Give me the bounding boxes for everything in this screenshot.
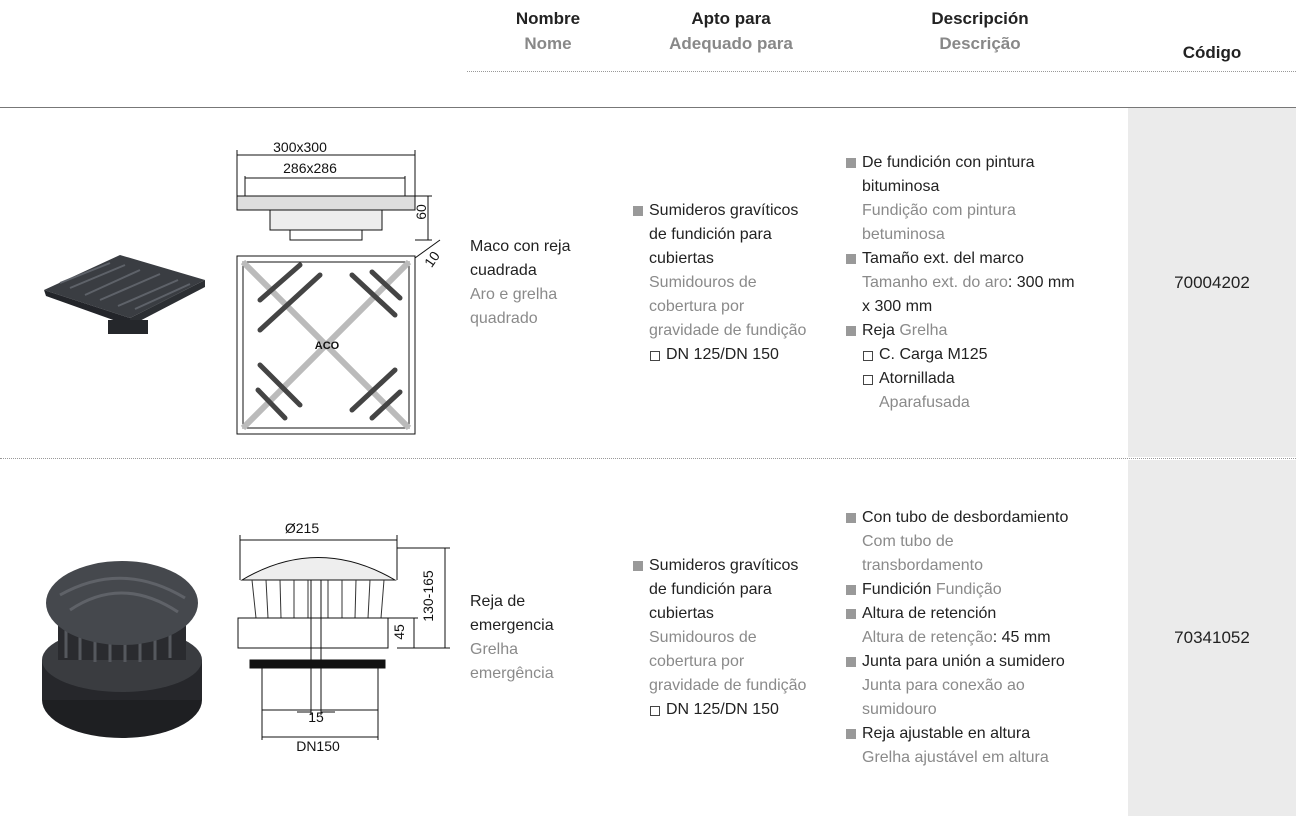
description-pt: Altura de retenção bbox=[862, 629, 993, 646]
header-suitable: Apto para Adequado para bbox=[630, 6, 832, 56]
description-pt: Tamanho ext. do aro bbox=[862, 274, 1008, 291]
description-pt: Com tubo de transbordamento bbox=[862, 533, 983, 574]
name-pt: Aro e grelha quadrado bbox=[470, 286, 558, 327]
description-item: Reja ajustable en altura Grelha ajustáve… bbox=[845, 722, 1085, 770]
suitable-item: Sumideros gravíticos de fundición para c… bbox=[632, 199, 832, 367]
option-list: DN 125/DN 150 bbox=[649, 698, 832, 722]
description-es: De fundición con pintura bituminosa bbox=[862, 154, 1035, 195]
dimension-label: 60 bbox=[413, 204, 429, 220]
dimension-label: 15 bbox=[308, 709, 324, 725]
code: 70004202 bbox=[1174, 272, 1250, 292]
header-pt: Descrição bbox=[939, 34, 1021, 53]
dimension-label: Ø215 bbox=[285, 520, 319, 536]
option: DN 125/DN 150 bbox=[649, 343, 832, 367]
description-pt: Grelha ajustável em altura bbox=[862, 749, 1049, 766]
header-rule bbox=[467, 71, 1296, 72]
suitable-es: Sumideros gravíticos de fundición para c… bbox=[649, 202, 799, 267]
description-pt: Fundição bbox=[935, 581, 1002, 598]
description-es: Junta para unión a sumidero bbox=[862, 653, 1065, 670]
code-cell: 70341052 bbox=[1128, 460, 1296, 816]
header-code: Código bbox=[1128, 40, 1296, 65]
dimension-label: 300x300 bbox=[273, 139, 327, 155]
description-item: Reja Grelha C. Carga M125 Atornillada Ap… bbox=[845, 319, 1080, 415]
description-es: Tamaño ext. del marco bbox=[862, 250, 1024, 267]
option-es: Atornillada bbox=[879, 370, 955, 387]
suitable-cell: Sumideros gravíticos de fundición para c… bbox=[632, 108, 832, 458]
table-rule bbox=[0, 107, 1296, 108]
option-pt: Aparafusada bbox=[879, 394, 970, 411]
technical-drawing bbox=[236, 150, 441, 435]
description-cell: Con tubo de desbordamiento Com tubo de t… bbox=[845, 460, 1125, 816]
description-list: Con tubo de desbordamiento Com tubo de t… bbox=[845, 506, 1085, 770]
description-value: : 45 mm bbox=[992, 629, 1051, 646]
description-item: De fundición con pintura bituminosa Fund… bbox=[845, 151, 1080, 247]
name-es: Maco con reja cuadrada bbox=[470, 238, 571, 279]
name-cell: Reja de emergencia Grelha emergência bbox=[470, 460, 620, 816]
header-es: Apto para bbox=[691, 9, 771, 28]
description-value: : 300 mm x 300 mm bbox=[862, 274, 1075, 315]
description-es: Reja ajustable en altura bbox=[862, 725, 1031, 742]
option: DN 125/DN 150 bbox=[649, 698, 832, 722]
option: Atornillada Aparafusada bbox=[862, 367, 1080, 415]
header-es: Código bbox=[1182, 43, 1242, 62]
logo-label: ACO bbox=[315, 340, 340, 352]
name-es: Reja de emergencia bbox=[470, 593, 554, 634]
description-es: Reja bbox=[862, 322, 895, 339]
description-list: De fundición con pintura bituminosa Fund… bbox=[845, 151, 1080, 415]
description-pt: Fundição com pintura betuminosa bbox=[862, 202, 1016, 243]
suitable-cell: Sumideros gravíticos de fundición para c… bbox=[632, 460, 832, 816]
dimension-label: 45 bbox=[391, 624, 407, 640]
suitable-list: Sumideros gravíticos de fundición para c… bbox=[632, 199, 832, 367]
header-description: Descripción Descrição bbox=[840, 6, 1120, 56]
name-cell: Maco con reja cuadrada Aro e grelha quad… bbox=[470, 108, 620, 458]
suitable-es: Sumideros gravíticos de fundición para c… bbox=[649, 557, 799, 622]
name-pt: Grelha emergência bbox=[470, 641, 554, 682]
suitable-item: Sumideros gravíticos de fundición para c… bbox=[632, 554, 832, 722]
description-item: Con tubo de desbordamiento Com tubo de t… bbox=[845, 506, 1085, 578]
header-name: Nombre Nome bbox=[470, 6, 626, 56]
dimension-label: DN150 bbox=[296, 738, 340, 754]
row-rule bbox=[0, 458, 1296, 459]
description-item: Altura de retención Altura de retenção: … bbox=[845, 602, 1085, 650]
description-es: Con tubo de desbordamiento bbox=[862, 509, 1069, 526]
product-photo bbox=[44, 255, 205, 334]
product-photo bbox=[42, 561, 202, 738]
description-es: Fundición bbox=[862, 581, 932, 598]
description-cell: De fundición con pintura bituminosa Fund… bbox=[845, 108, 1125, 458]
header-es: Nombre bbox=[515, 9, 581, 28]
suitable-list: Sumideros gravíticos de fundición para c… bbox=[632, 554, 832, 722]
option-list: DN 125/DN 150 bbox=[649, 343, 832, 367]
description-item: Junta para unión a sumidero Junta para c… bbox=[845, 650, 1085, 722]
header-pt: Adequado para bbox=[669, 34, 793, 53]
dimension-label: 130-165 bbox=[420, 570, 436, 622]
description-item: Fundición Fundição bbox=[845, 578, 1085, 602]
option: C. Carga M125 bbox=[862, 343, 1080, 367]
suitable-pt: Sumidouros de cobertura por gravidade de… bbox=[649, 629, 807, 694]
header-es: Descripción bbox=[931, 9, 1029, 28]
dimension-label: 286x286 bbox=[283, 160, 337, 176]
header-pt: Nome bbox=[524, 34, 572, 53]
description-pt: Grelha bbox=[899, 322, 948, 339]
option-list: C. Carga M125 Atornillada Aparafusada bbox=[862, 343, 1080, 415]
suitable-pt: Sumidouros de cobertura por gravidade de… bbox=[649, 274, 807, 339]
technical-drawing bbox=[237, 535, 450, 740]
description-es: Altura de retención bbox=[862, 605, 997, 622]
description-pt: Junta para conexão ao sumidouro bbox=[862, 677, 1025, 718]
description-item: Tamaño ext. del marco Tamanho ext. do ar… bbox=[845, 247, 1080, 319]
code-cell: 70004202 bbox=[1128, 108, 1296, 457]
code: 70341052 bbox=[1174, 628, 1250, 647]
